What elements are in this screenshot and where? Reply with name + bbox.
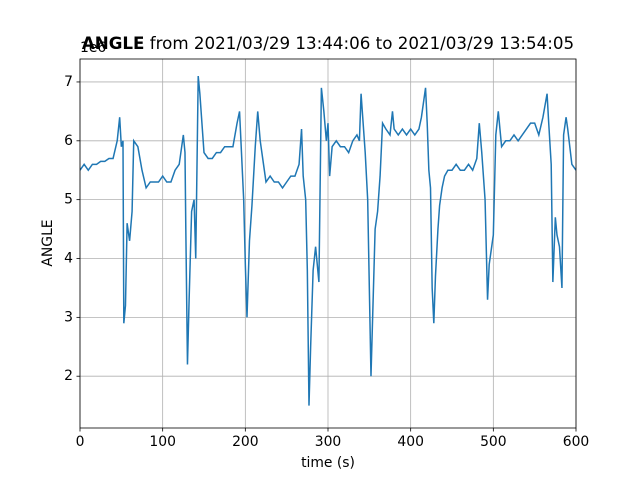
x-tick-label: 300 <box>315 434 342 450</box>
y-tick-label: 3 <box>64 309 73 325</box>
y-tick-label: 6 <box>64 133 73 149</box>
axes-frame <box>79 58 577 429</box>
x-axis-label: time (s) <box>301 455 355 471</box>
x-tick-label: 600 <box>563 434 590 450</box>
title-bold: ANGLE <box>82 33 145 53</box>
x-tick-label: 400 <box>397 434 424 450</box>
y-offset-text: 1e6 <box>80 40 106 56</box>
y-tick-label: 2 <box>64 368 73 384</box>
data-line <box>80 75 576 406</box>
y-axis-label: ANGLE <box>40 219 56 266</box>
y-tick-label: 4 <box>64 251 73 267</box>
title-rest: from 2021/03/29 13:44:06 to 2021/03/29 1… <box>150 33 574 53</box>
x-tick-label: 500 <box>480 434 507 450</box>
x-tick-label: 200 <box>232 434 259 450</box>
x-tick-label: 100 <box>149 434 176 450</box>
x-tick-label: 0 <box>76 434 85 450</box>
y-tick-label: 7 <box>64 74 73 90</box>
chart-title: ANGLE from 2021/03/29 13:44:06 to 2021/0… <box>82 33 574 53</box>
y-tick-label: 5 <box>64 192 73 208</box>
